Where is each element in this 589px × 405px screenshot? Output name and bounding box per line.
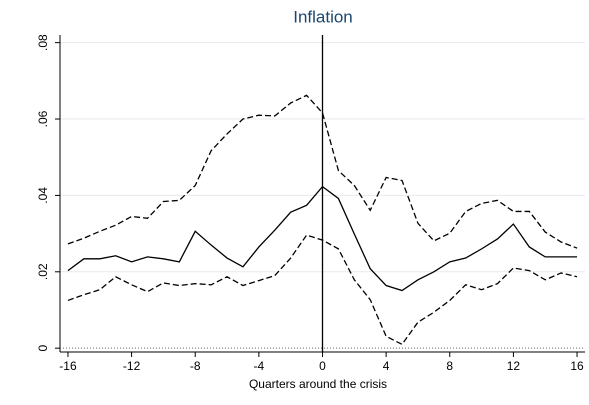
y-tick-label: .04 bbox=[36, 187, 50, 204]
x-tick-label: 8 bbox=[446, 359, 453, 373]
x-tick-label: -8 bbox=[190, 359, 201, 373]
y-tick-label: .08 bbox=[36, 34, 50, 51]
estimate-line bbox=[67, 185, 578, 292]
x-tick-label: 4 bbox=[383, 359, 390, 373]
x-tick-label: -12 bbox=[123, 359, 141, 373]
y-tick-label: .06 bbox=[36, 110, 50, 127]
x-axis-label: Quarters around the crisis bbox=[249, 377, 387, 391]
y-tick-label: 0 bbox=[36, 345, 50, 352]
x-tick-label: -4 bbox=[254, 359, 265, 373]
x-tick-label: 0 bbox=[319, 359, 326, 373]
band-line bbox=[67, 234, 578, 346]
x-tick-label: 16 bbox=[570, 359, 584, 373]
y-tick-label: .02 bbox=[36, 263, 50, 280]
x-tick-label: 12 bbox=[507, 359, 521, 373]
chart-title: Inflation bbox=[293, 7, 353, 26]
x-tick-label: -16 bbox=[59, 359, 77, 373]
band-line bbox=[67, 94, 578, 249]
